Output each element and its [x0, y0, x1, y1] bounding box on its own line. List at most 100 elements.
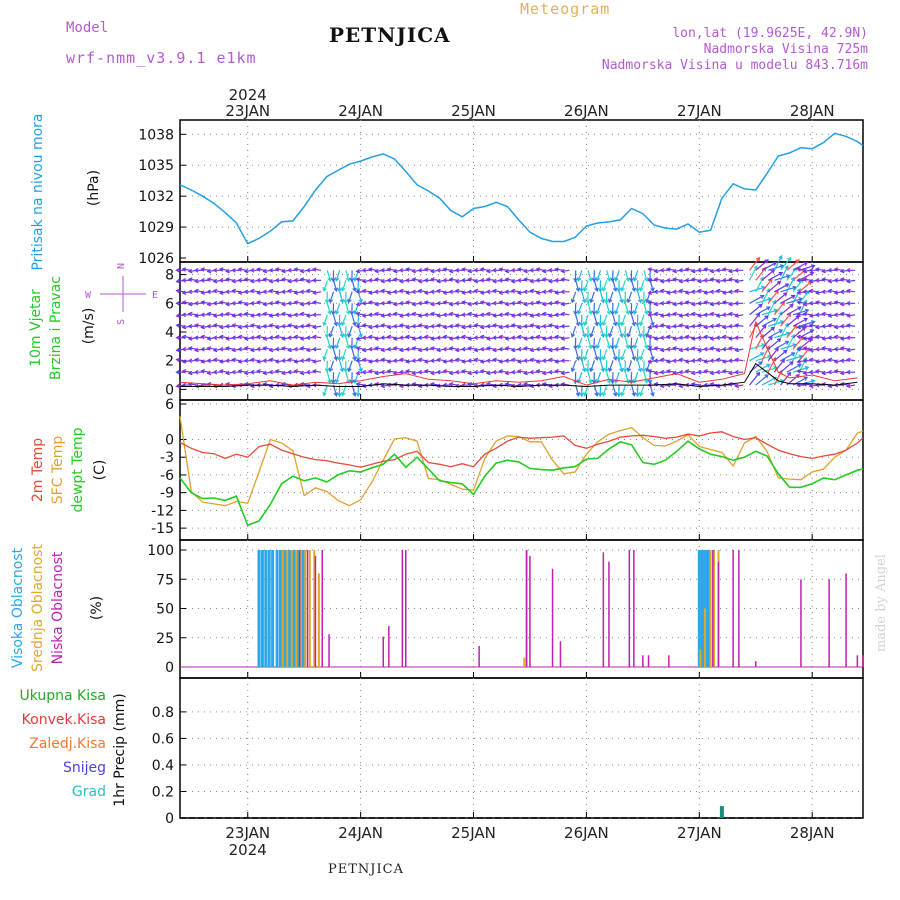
wind-arrow-head — [345, 277, 351, 283]
ytick-label-clouds-4: 100 — [147, 543, 174, 559]
wind-arrow-head — [620, 321, 625, 327]
wind-arrow-head — [355, 382, 361, 387]
wind-arrow-head — [585, 368, 591, 373]
wind-arrow-head — [529, 335, 534, 341]
wind-arrow-head — [554, 312, 559, 318]
wind-arrow-head — [597, 392, 603, 398]
panel-frame-precipitation — [179, 677, 864, 819]
wind-arrow-head — [554, 277, 559, 283]
cloud-bar-2 — [712, 550, 714, 667]
wind-arrow-head — [274, 334, 280, 340]
wind-arrow-head — [535, 359, 541, 364]
wind-arrow-head — [821, 289, 826, 295]
wind-arrow — [351, 280, 356, 292]
wind-arrow — [306, 358, 315, 362]
wind-arrow-head — [345, 344, 351, 350]
wind-arrow — [615, 303, 620, 314]
wind-arrow-head — [225, 311, 230, 317]
wind-arrow — [639, 384, 645, 396]
wind-arrow-head — [287, 278, 292, 284]
wind-arrow-head — [827, 323, 833, 328]
wind-arrow — [667, 335, 676, 339]
wind-arrow — [232, 324, 241, 327]
wind-arrow — [369, 335, 378, 339]
wind-arrow-head — [709, 336, 715, 341]
wind-arrow-head — [328, 333, 334, 338]
wind-arrow-head — [529, 288, 535, 294]
wind-arrow-head — [341, 321, 346, 327]
wind-arrow-head — [591, 310, 597, 316]
wind-arrow-head — [386, 346, 391, 352]
wind-arrow — [704, 301, 713, 304]
wind-arrow-head — [535, 312, 540, 318]
wind-arrow-head — [218, 324, 224, 330]
wind-arrow — [673, 347, 682, 350]
wind-arrow-head — [575, 321, 581, 327]
cloud-bar-2 — [755, 661, 757, 667]
wind-arrow-head — [789, 361, 794, 366]
wind-arrow-head — [529, 383, 535, 389]
wind-arrow-head — [616, 356, 622, 362]
wind-arrow-head — [333, 356, 338, 361]
wind-arrow — [418, 324, 427, 327]
wind-arrow — [577, 270, 583, 281]
wind-arrow-head — [392, 358, 398, 364]
wind-arrow — [207, 313, 216, 316]
wind-arrow — [238, 301, 247, 304]
cloud-bar-0 — [271, 550, 275, 667]
wind-arrow — [201, 335, 210, 339]
wind-arrow-head — [479, 277, 485, 283]
wind-arrow-head — [845, 335, 851, 341]
wind-arrow-head — [548, 288, 553, 294]
wind-arrow-head — [575, 356, 581, 361]
wind-arrow-head — [243, 323, 249, 329]
wind-arrow-head — [690, 289, 696, 295]
wind-arrow-head — [789, 303, 794, 308]
wind-arrow — [809, 358, 818, 362]
wind-arrow — [412, 313, 421, 316]
wind-arrow-head — [839, 268, 845, 274]
wind-arrow-head — [541, 277, 547, 282]
ytick-label-pressure-4: 1038 — [138, 127, 174, 143]
wind-arrow — [729, 278, 738, 281]
wind-arrow-head — [380, 323, 385, 328]
wind-arrow — [679, 290, 688, 293]
wind-arrow-head — [594, 392, 599, 397]
wind-arrow-head — [697, 288, 702, 294]
wind-arrow — [847, 358, 856, 362]
panel-frame-pressure — [179, 119, 864, 263]
wind-arrow-head — [498, 359, 503, 364]
wind-arrow-head — [181, 369, 187, 374]
wind-arrow — [455, 290, 465, 293]
wind-arrow — [400, 324, 409, 327]
wind-arrow-head — [337, 288, 342, 293]
wind-arrow-head — [448, 289, 454, 295]
wind-arrow-head — [206, 289, 211, 295]
wind-arrow-head — [606, 344, 612, 350]
wind-arrow-head — [352, 287, 357, 293]
wind-arrow-head — [262, 277, 268, 282]
wind-arrow — [612, 314, 617, 326]
wind-arrow-head — [734, 323, 739, 328]
cloud-bar-2 — [306, 550, 309, 667]
wind-arrow — [275, 268, 284, 271]
wind-arrow-head — [367, 267, 373, 272]
ytick-label-temperature-2: -3 — [160, 450, 174, 466]
wind-arrow-head — [523, 311, 528, 317]
wind-arrow-head — [767, 297, 773, 302]
wind-arrow-head — [299, 358, 305, 364]
wind-arrow-head — [187, 301, 193, 307]
wind-arrow — [437, 324, 446, 327]
wind-arrow-head — [588, 379, 593, 384]
wind-arrow-head — [392, 301, 398, 307]
wind-arrow-head — [479, 334, 485, 340]
wind-arrow-head — [212, 347, 218, 353]
wind-arrow — [648, 301, 657, 304]
wind-arrow — [735, 348, 744, 351]
wind-arrow — [251, 324, 260, 327]
wind-arrow-head — [697, 323, 702, 328]
wind-arrow-head — [776, 280, 782, 285]
wind-arrow-head — [330, 310, 336, 316]
wind-arrow-head — [405, 324, 410, 330]
wind-arrow-head — [287, 313, 292, 318]
